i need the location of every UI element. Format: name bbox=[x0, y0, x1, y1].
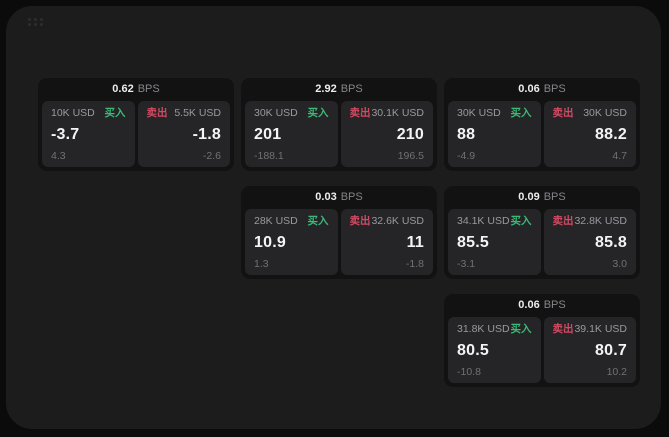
buy-price: 201 bbox=[254, 125, 282, 143]
buy-panel[interactable]: 10K USD 买入 -3.7 4.3 bbox=[42, 101, 135, 167]
sell-panel[interactable]: 卖出 30.1K USD 210 196.5 bbox=[340, 101, 433, 167]
sell-delta: 3.0 bbox=[612, 257, 627, 270]
buy-panel[interactable]: 30K USD 买入 88 -4.9 bbox=[448, 101, 541, 167]
buy-label: 买入 bbox=[510, 323, 532, 335]
drag-handle-icon[interactable] bbox=[28, 18, 43, 26]
sell-price: 85.8 bbox=[595, 233, 627, 251]
sell-label: 卖出 bbox=[552, 215, 574, 227]
quote-body: 28K USD 买入 10.9 1.3 卖出 32.6K USD 11 -1.8 bbox=[245, 209, 433, 275]
sell-price: 80.7 bbox=[595, 341, 627, 359]
quote-body: 10K USD 买入 -3.7 4.3 卖出 5.5K USD -1.8 -2.… bbox=[42, 101, 230, 167]
quote-card: 0.06 BPS 31.8K USD 买入 80.5 -10.8 卖 bbox=[444, 294, 640, 387]
spread-value: 0.06 bbox=[518, 299, 540, 311]
bps-label: BPS bbox=[137, 83, 160, 95]
sell-label: 卖出 bbox=[552, 107, 574, 119]
spread-header: 0.03 BPS bbox=[245, 186, 433, 209]
spread-value: 2.92 bbox=[315, 83, 337, 95]
buy-size: 28K USD bbox=[254, 215, 298, 227]
quote-card: 0.06 BPS 30K USD 买入 88 -4.9 卖出 bbox=[444, 78, 640, 171]
sell-price: 11 bbox=[406, 233, 424, 251]
buy-price: 85.5 bbox=[457, 233, 489, 251]
spread-header: 0.09 BPS bbox=[448, 186, 636, 209]
sell-size: 39.1K USD bbox=[574, 323, 627, 335]
sell-panel[interactable]: 卖出 5.5K USD -1.8 -2.6 bbox=[137, 101, 230, 167]
buy-delta: -4.9 bbox=[457, 149, 476, 162]
buy-label: 买入 bbox=[104, 107, 126, 119]
sell-price: -1.8 bbox=[192, 125, 221, 143]
sell-label: 卖出 bbox=[349, 107, 371, 119]
spread-value: 0.03 bbox=[315, 191, 337, 203]
sell-delta: 196.5 bbox=[397, 149, 424, 162]
bps-label: BPS bbox=[340, 191, 363, 203]
spread-value: 0.62 bbox=[112, 83, 134, 95]
sell-delta: -2.6 bbox=[202, 149, 221, 162]
sell-price: 210 bbox=[396, 125, 424, 143]
buy-panel[interactable]: 34.1K USD 买入 85.5 -3.1 bbox=[448, 209, 541, 275]
buy-delta: 1.3 bbox=[254, 257, 269, 270]
sell-price: 88.2 bbox=[595, 125, 627, 143]
sell-label: 卖出 bbox=[146, 107, 168, 119]
buy-delta: -188.1 bbox=[254, 149, 284, 162]
bps-label: BPS bbox=[340, 83, 363, 95]
sell-panel[interactable]: 卖出 30K USD 88.2 4.7 bbox=[543, 101, 636, 167]
bps-label: BPS bbox=[543, 83, 566, 95]
quote-card-grid: 0.62 BPS 10K USD 买入 -3.7 4.3 卖出 bbox=[38, 78, 640, 387]
buy-panel[interactable]: 28K USD 买入 10.9 1.3 bbox=[245, 209, 338, 275]
buy-size: 31.8K USD bbox=[457, 323, 510, 335]
sell-panel[interactable]: 卖出 39.1K USD 80.7 10.2 bbox=[543, 317, 636, 383]
buy-delta: -3.1 bbox=[457, 257, 476, 270]
buy-label: 买入 bbox=[307, 107, 329, 119]
quote-body: 31.8K USD 买入 80.5 -10.8 卖出 39.1K USD 80.… bbox=[448, 317, 636, 383]
buy-price: 88 bbox=[457, 125, 476, 143]
bps-label: BPS bbox=[543, 299, 566, 311]
spread-header: 0.06 BPS bbox=[448, 294, 636, 317]
buy-label: 买入 bbox=[307, 215, 329, 227]
quote-body: 30K USD 买入 201 -188.1 卖出 30.1K USD 210 1… bbox=[245, 101, 433, 167]
bps-label: BPS bbox=[543, 191, 566, 203]
buy-size: 30K USD bbox=[457, 107, 501, 119]
spread-value: 0.06 bbox=[518, 83, 540, 95]
buy-price: -3.7 bbox=[51, 125, 80, 143]
buy-delta: -10.8 bbox=[457, 365, 481, 378]
buy-price: 10.9 bbox=[254, 233, 286, 251]
buy-delta: 4.3 bbox=[51, 149, 66, 162]
sell-label: 卖出 bbox=[552, 323, 574, 335]
spread-value: 0.09 bbox=[518, 191, 540, 203]
spread-header: 0.62 BPS bbox=[42, 78, 230, 101]
buy-label: 买入 bbox=[510, 107, 532, 119]
quote-card: 0.62 BPS 10K USD 买入 -3.7 4.3 卖出 bbox=[38, 78, 234, 171]
sell-delta: 10.2 bbox=[606, 365, 627, 378]
widget-board: 0.62 BPS 10K USD 买入 -3.7 4.3 卖出 bbox=[6, 6, 661, 429]
sell-label: 卖出 bbox=[349, 215, 371, 227]
sell-delta: 4.7 bbox=[612, 149, 627, 162]
quote-card: 0.03 BPS 28K USD 买入 10.9 1.3 卖出 bbox=[241, 186, 437, 279]
buy-label: 买入 bbox=[510, 215, 532, 227]
quote-body: 34.1K USD 买入 85.5 -3.1 卖出 32.8K USD 85.8… bbox=[448, 209, 636, 275]
spread-header: 0.06 BPS bbox=[448, 78, 636, 101]
sell-size: 32.6K USD bbox=[371, 215, 424, 227]
quote-card: 2.92 BPS 30K USD 买入 201 -188.1 卖出 bbox=[241, 78, 437, 171]
buy-panel[interactable]: 31.8K USD 买入 80.5 -10.8 bbox=[448, 317, 541, 383]
buy-size: 30K USD bbox=[254, 107, 298, 119]
sell-panel[interactable]: 卖出 32.8K USD 85.8 3.0 bbox=[543, 209, 636, 275]
sell-size: 30K USD bbox=[583, 107, 627, 119]
sell-size: 5.5K USD bbox=[174, 107, 221, 119]
quote-body: 30K USD 买入 88 -4.9 卖出 30K USD 88.2 4.7 bbox=[448, 101, 636, 167]
sell-delta: -1.8 bbox=[405, 257, 424, 270]
sell-size: 30.1K USD bbox=[371, 107, 424, 119]
sell-panel[interactable]: 卖出 32.6K USD 11 -1.8 bbox=[340, 209, 433, 275]
buy-panel[interactable]: 30K USD 买入 201 -188.1 bbox=[245, 101, 338, 167]
quote-card: 0.09 BPS 34.1K USD 买入 85.5 -3.1 卖出 bbox=[444, 186, 640, 279]
spread-header: 2.92 BPS bbox=[245, 78, 433, 101]
sell-size: 32.8K USD bbox=[574, 215, 627, 227]
buy-size: 10K USD bbox=[51, 107, 95, 119]
buy-price: 80.5 bbox=[457, 341, 489, 359]
buy-size: 34.1K USD bbox=[457, 215, 510, 227]
